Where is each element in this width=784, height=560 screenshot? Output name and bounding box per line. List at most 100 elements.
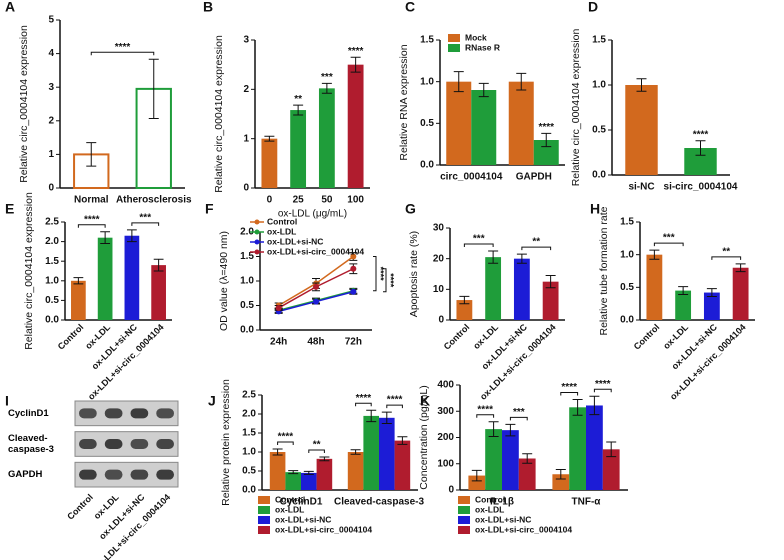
significance: ***: [663, 233, 675, 244]
significance: ****: [561, 382, 577, 393]
error-bar: [478, 82, 489, 98]
y-tick-label: 1.0: [242, 447, 256, 458]
y-tick-label: 1: [243, 133, 249, 144]
y-tick-label: 0: [438, 315, 444, 326]
blot-band: [104, 439, 123, 449]
y-tick-label: 0.5: [620, 282, 634, 293]
y-axis-label: Apoptosis rate (%): [408, 231, 420, 317]
legend-label: ox-LDL+si-NC: [275, 514, 331, 524]
legend-label: ox-LDL+si-NC: [475, 514, 531, 524]
y-tick-label: 1.0: [592, 80, 606, 91]
legend-swatch: [448, 44, 460, 52]
y-tick-label: 2: [48, 115, 54, 126]
blot-band: [79, 469, 97, 480]
significance: **: [294, 94, 302, 105]
panel-label: F: [205, 201, 214, 217]
bar: [71, 280, 86, 320]
bracket: [355, 402, 372, 407]
significance: ****: [538, 122, 554, 133]
y-axis-label: Relative circ_0004104 expression: [23, 192, 35, 350]
y-tick-label: 20: [433, 253, 445, 264]
marker: [275, 304, 282, 311]
bar: [316, 458, 333, 490]
bar: [269, 452, 286, 490]
legend-label: Control: [275, 494, 305, 504]
legend-marker: [254, 249, 260, 255]
bracket: [509, 416, 528, 421]
y-tick-label: 400: [437, 380, 454, 391]
error-bar: [148, 58, 159, 119]
marker: [350, 265, 357, 272]
x-tick-label: Control: [442, 322, 472, 352]
blot-band: [130, 439, 149, 449]
bar: [446, 81, 472, 165]
error-bar: [516, 72, 527, 91]
bar: [502, 430, 519, 490]
significance: ****: [348, 46, 364, 57]
panel-label: C: [405, 0, 415, 15]
x-tick-label: IL-1β: [490, 497, 514, 508]
y-tick-label: 0.5: [420, 118, 434, 129]
significance: **: [722, 246, 730, 257]
error-bar: [453, 71, 464, 93]
bar: [542, 281, 559, 320]
y-axis-label: Relative protein expression: [220, 379, 232, 506]
y-axis-label: Relative RNA expression: [398, 44, 410, 160]
bar: [318, 88, 335, 188]
y-tick-label: 200: [437, 432, 454, 443]
x-tick-label: 25: [293, 195, 305, 206]
error-bar: [350, 449, 361, 455]
y-tick-label: 0: [48, 183, 54, 194]
error-bar: [303, 470, 314, 475]
y-tick-label: 5: [48, 15, 54, 26]
blot-band: [156, 439, 174, 449]
legend-swatch: [448, 34, 460, 42]
significance: ***: [473, 234, 485, 245]
y-tick-label: 1.0: [45, 275, 59, 286]
error-bar: [695, 140, 706, 156]
error-bar: [272, 448, 283, 456]
y-axis-label: Relative tube formation rate: [598, 206, 610, 335]
legend-label: Control: [475, 494, 505, 504]
y-tick-label: 2.5: [242, 390, 256, 401]
bar: [513, 258, 530, 320]
legend-swatch: [458, 526, 470, 534]
x-axis-label: ox-LDL (μg/mL): [278, 209, 347, 220]
y-tick-label: 0.5: [45, 295, 59, 306]
error-bar: [606, 441, 617, 458]
bracket: [476, 414, 495, 418]
x-tick-label: Atherosclerosis: [116, 195, 192, 206]
blot-band: [130, 469, 149, 480]
x-tick-label: 72h: [345, 337, 362, 348]
bracket: [90, 51, 155, 56]
x-tick-label: Control: [65, 492, 95, 522]
y-tick-label: 0.5: [242, 466, 256, 477]
bar: [379, 417, 395, 490]
x-tick-label: 100: [347, 195, 364, 206]
error-bar: [264, 135, 275, 142]
blot-row-label: Cleaved-caspase-3: [8, 433, 54, 455]
error-bar: [100, 231, 111, 245]
legend-swatch: [458, 506, 470, 514]
x-tick-label: Normal: [74, 195, 109, 206]
significance: ****: [356, 393, 372, 404]
y-tick-label: 100: [437, 458, 454, 469]
bar: [363, 415, 379, 490]
blot-row-label: GAPDH: [8, 469, 43, 481]
error-bar: [706, 288, 717, 297]
blot-band: [79, 439, 97, 449]
y-tick-label: 3: [243, 35, 249, 46]
y-tick-label: 0.5: [592, 125, 606, 136]
bracket: [463, 243, 494, 247]
bar: [301, 472, 317, 490]
y-axis-label: Relative circ_0004104 expression: [213, 35, 225, 193]
y-tick-label: 0.5: [240, 300, 254, 311]
significance: **: [532, 237, 540, 248]
significance: ****: [387, 395, 403, 406]
x-tick-label: 50: [321, 195, 333, 206]
x-tick-label: Control: [632, 322, 662, 352]
error-bar: [516, 253, 527, 264]
legend-swatch: [458, 516, 470, 524]
x-tick-label: circ_0004104: [440, 172, 503, 183]
